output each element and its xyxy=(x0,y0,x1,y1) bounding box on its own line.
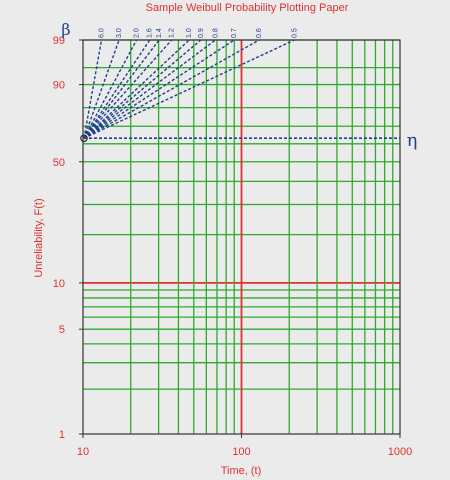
y-tick-label: 90 xyxy=(53,80,65,92)
beta-ray xyxy=(83,39,260,139)
beta-ray xyxy=(83,39,202,139)
pivot-point xyxy=(80,134,88,143)
beta-label: 1.4 xyxy=(156,28,163,38)
beta-guides: 6.0 3.0 2.0 1.6 1.4 1.2 1.0 0.9 0.8 0.7 0.6 0.5 xyxy=(80,28,400,143)
beta-symbol: β xyxy=(61,20,70,39)
beta-label: 6.0 xyxy=(99,28,106,38)
beta-label: 0.8 xyxy=(212,28,219,38)
beta-label: 0.7 xyxy=(231,28,238,38)
chart-title: Sample Weibull Probability Plotting Pape… xyxy=(146,2,349,14)
tick-labels: 10 100 1000 1 5 10 50 90 99 xyxy=(53,35,412,458)
y-tick-label: 1 xyxy=(59,429,65,441)
beta-ray xyxy=(83,39,138,139)
beta-label: 0.5 xyxy=(291,28,298,38)
beta-ray xyxy=(83,39,120,139)
beta-label: 1.0 xyxy=(186,28,193,38)
y-tick-label: 5 xyxy=(59,324,65,336)
beta-label: 1.6 xyxy=(147,28,154,38)
beta-label: 3.0 xyxy=(116,28,123,38)
beta-label: 2.0 xyxy=(134,28,141,38)
beta-ray xyxy=(83,39,160,139)
eta-symbol: η xyxy=(407,130,418,151)
beta-ray xyxy=(83,39,103,139)
x-tick-label: 1000 xyxy=(388,446,412,458)
beta-ray xyxy=(83,39,173,139)
y-tick-label: 50 xyxy=(53,157,65,169)
y-tick-label: 99 xyxy=(53,35,65,47)
y-axis-label: Unreliability, F(t) xyxy=(33,198,45,277)
beta-label: 0.9 xyxy=(198,28,205,38)
x-tick-label: 10 xyxy=(77,446,89,458)
beta-ray xyxy=(83,39,295,139)
beta-ray xyxy=(83,39,216,139)
beta-label: 0.6 xyxy=(256,28,263,38)
beta-label: 1.2 xyxy=(169,28,176,38)
y-tick-label: 10 xyxy=(53,278,65,290)
x-tick-label: 100 xyxy=(232,446,250,458)
x-axis-label: Time, (t) xyxy=(221,465,262,477)
beta-ray xyxy=(83,39,190,139)
